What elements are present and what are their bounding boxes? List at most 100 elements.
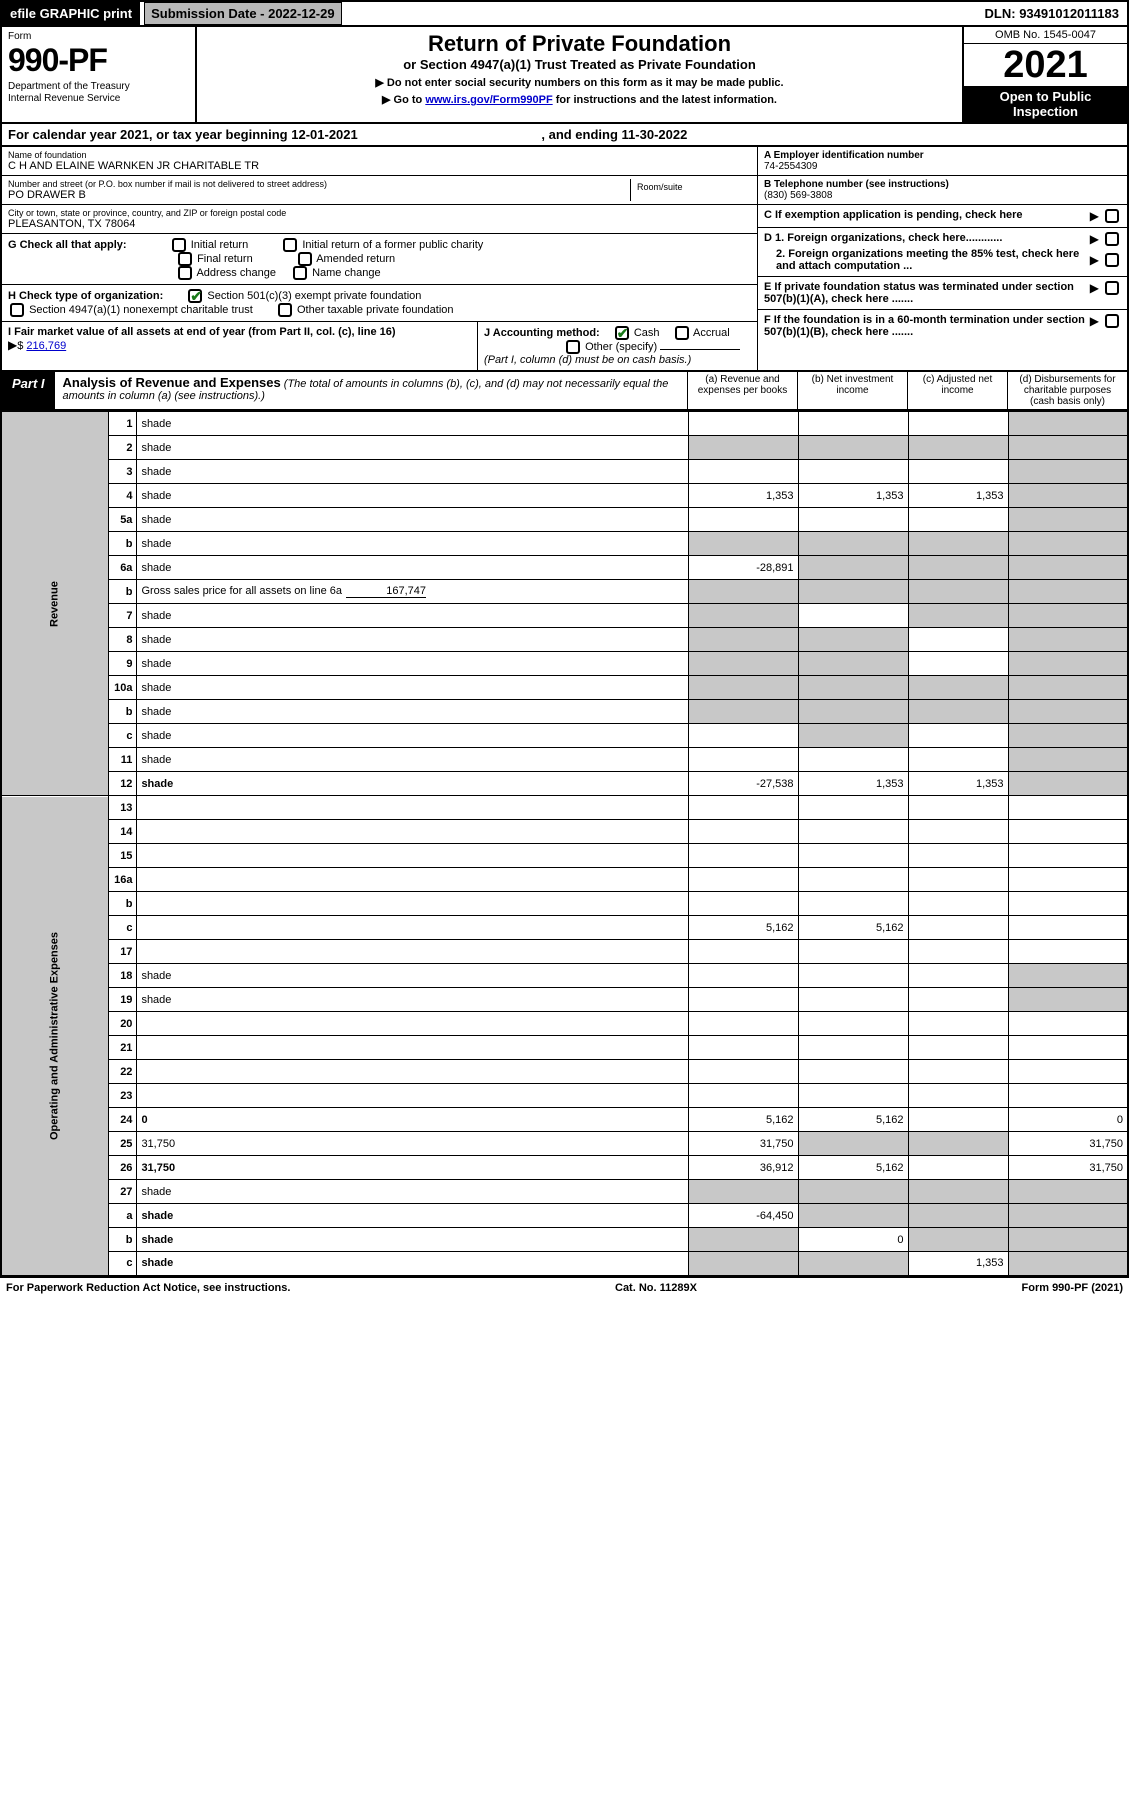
cal-end: 11-30-2022 — [622, 127, 688, 142]
row-number: b — [109, 532, 137, 556]
table-row: c 5,1625,162 — [1, 916, 1128, 940]
cell-shaded — [908, 436, 1008, 460]
j-note: (Part I, column (d) must be on cash basi… — [484, 354, 691, 366]
cell-shaded — [1008, 412, 1128, 436]
h-check-row: H Check type of organization: Section 50… — [2, 285, 757, 322]
cell-value — [908, 868, 1008, 892]
cell-shaded — [1008, 988, 1128, 1012]
cell-value — [798, 1036, 908, 1060]
row-number: b — [109, 580, 137, 604]
row-number: 3 — [109, 460, 137, 484]
expenses-label: Operating and Administrative Expenses — [1, 796, 109, 1276]
fmv-value-link[interactable]: 216,769 — [26, 340, 66, 352]
cell-shaded — [798, 556, 908, 580]
amended-return-checkbox[interactable] — [298, 252, 312, 266]
cash-checkbox[interactable] — [615, 326, 629, 340]
cell-value: 0 — [1008, 1108, 1128, 1132]
final-return-checkbox[interactable] — [178, 252, 192, 266]
row-desc — [137, 1084, 688, 1108]
table-row: 3 shade — [1, 460, 1128, 484]
cell-value — [798, 604, 908, 628]
cell-shaded — [798, 652, 908, 676]
row-number: c — [109, 724, 137, 748]
cell-value: -28,891 — [688, 556, 798, 580]
cell-shaded — [798, 532, 908, 556]
cell-value: 5,162 — [798, 916, 908, 940]
4947a1-checkbox[interactable] — [10, 303, 24, 317]
cell-shaded — [1008, 1180, 1128, 1204]
f-row: F If the foundation is in a 60-month ter… — [758, 310, 1127, 342]
cell-shaded — [908, 1180, 1008, 1204]
row-desc: Gross sales price for all assets on line… — [137, 580, 688, 604]
d1-checkbox[interactable] — [1105, 232, 1119, 246]
cell-value — [1008, 868, 1128, 892]
part1-header: Part I Analysis of Revenue and Expenses … — [0, 372, 1129, 411]
c-checkbox[interactable] — [1105, 209, 1119, 223]
f-checkbox[interactable] — [1105, 314, 1119, 328]
name-cell: Name of foundation C H AND ELAINE WARNKE… — [2, 147, 757, 176]
accrual-checkbox[interactable] — [675, 326, 689, 340]
cell-value — [908, 508, 1008, 532]
calendar-year-row: For calendar year 2021, or tax year begi… — [0, 124, 1129, 147]
table-row: 20 — [1, 1012, 1128, 1036]
cell-value — [688, 868, 798, 892]
table-row: 4 shade 1,3531,3531,353 — [1, 484, 1128, 508]
cell-shaded — [1008, 748, 1128, 772]
row-number: 17 — [109, 940, 137, 964]
cell-value: 1,353 — [908, 1252, 1008, 1276]
cell-shaded — [798, 676, 908, 700]
cell-value — [798, 748, 908, 772]
row-desc: shade — [137, 412, 688, 436]
name-label: Name of foundation — [8, 150, 751, 160]
cell-shaded — [908, 1228, 1008, 1252]
e-checkbox[interactable] — [1105, 281, 1119, 295]
submission-date: Submission Date - 2022-12-29 — [144, 2, 342, 25]
row-number: 27 — [109, 1180, 137, 1204]
row-desc: shade — [137, 988, 688, 1012]
j-label: J Accounting method: — [484, 327, 600, 339]
row-desc — [137, 1012, 688, 1036]
row-number: 7 — [109, 604, 137, 628]
form-header: Form 990-PF Department of the Treasury I… — [0, 27, 1129, 124]
cell-value: 0 — [798, 1228, 908, 1252]
cell-value — [798, 460, 908, 484]
row-number: 18 — [109, 964, 137, 988]
initial-former-checkbox[interactable] — [283, 238, 297, 252]
d2-label: 2. Foreign organizations meeting the 85%… — [776, 248, 1079, 272]
j-cash-label: Cash — [634, 327, 660, 339]
other-taxable-checkbox[interactable] — [278, 303, 292, 317]
other-method-checkbox[interactable] — [566, 340, 580, 354]
footer-left: For Paperwork Reduction Act Notice, see … — [6, 1282, 290, 1294]
cell-value — [1008, 916, 1128, 940]
cell-value — [908, 1012, 1008, 1036]
address-change-checkbox[interactable] — [178, 266, 192, 280]
cell-shaded — [1008, 724, 1128, 748]
ein-label: A Employer identification number — [764, 150, 924, 161]
cell-shaded — [688, 1228, 798, 1252]
table-row: c shade 1,353 — [1, 1252, 1128, 1276]
name-change-checkbox[interactable] — [293, 266, 307, 280]
row-desc: shade — [137, 700, 688, 724]
cell-value — [908, 748, 1008, 772]
table-row: 11 shade — [1, 748, 1128, 772]
row-number: b — [109, 892, 137, 916]
top-bar: efile GRAPHIC print Submission Date - 20… — [0, 0, 1129, 27]
cell-value — [908, 844, 1008, 868]
instructions-link[interactable]: www.irs.gov/Form990PF — [425, 94, 552, 106]
department-label: Department of the Treasury Internal Reve… — [8, 81, 189, 105]
row-desc: shade — [137, 652, 688, 676]
cell-value — [908, 916, 1008, 940]
table-row: 21 — [1, 1036, 1128, 1060]
cal-mid: , and ending — [541, 127, 621, 142]
cell-value — [688, 844, 798, 868]
table-row: c shade — [1, 724, 1128, 748]
row-number: 8 — [109, 628, 137, 652]
501c3-checkbox[interactable] — [188, 289, 202, 303]
table-row: 18 shade — [1, 964, 1128, 988]
d2-checkbox[interactable] — [1105, 253, 1119, 267]
table-row: a shade -64,450 — [1, 1204, 1128, 1228]
efile-print-button[interactable]: efile GRAPHIC print — [2, 2, 140, 25]
cell-shaded — [688, 580, 798, 604]
initial-return-checkbox[interactable] — [172, 238, 186, 252]
instr2-post: for instructions and the latest informat… — [553, 94, 777, 106]
